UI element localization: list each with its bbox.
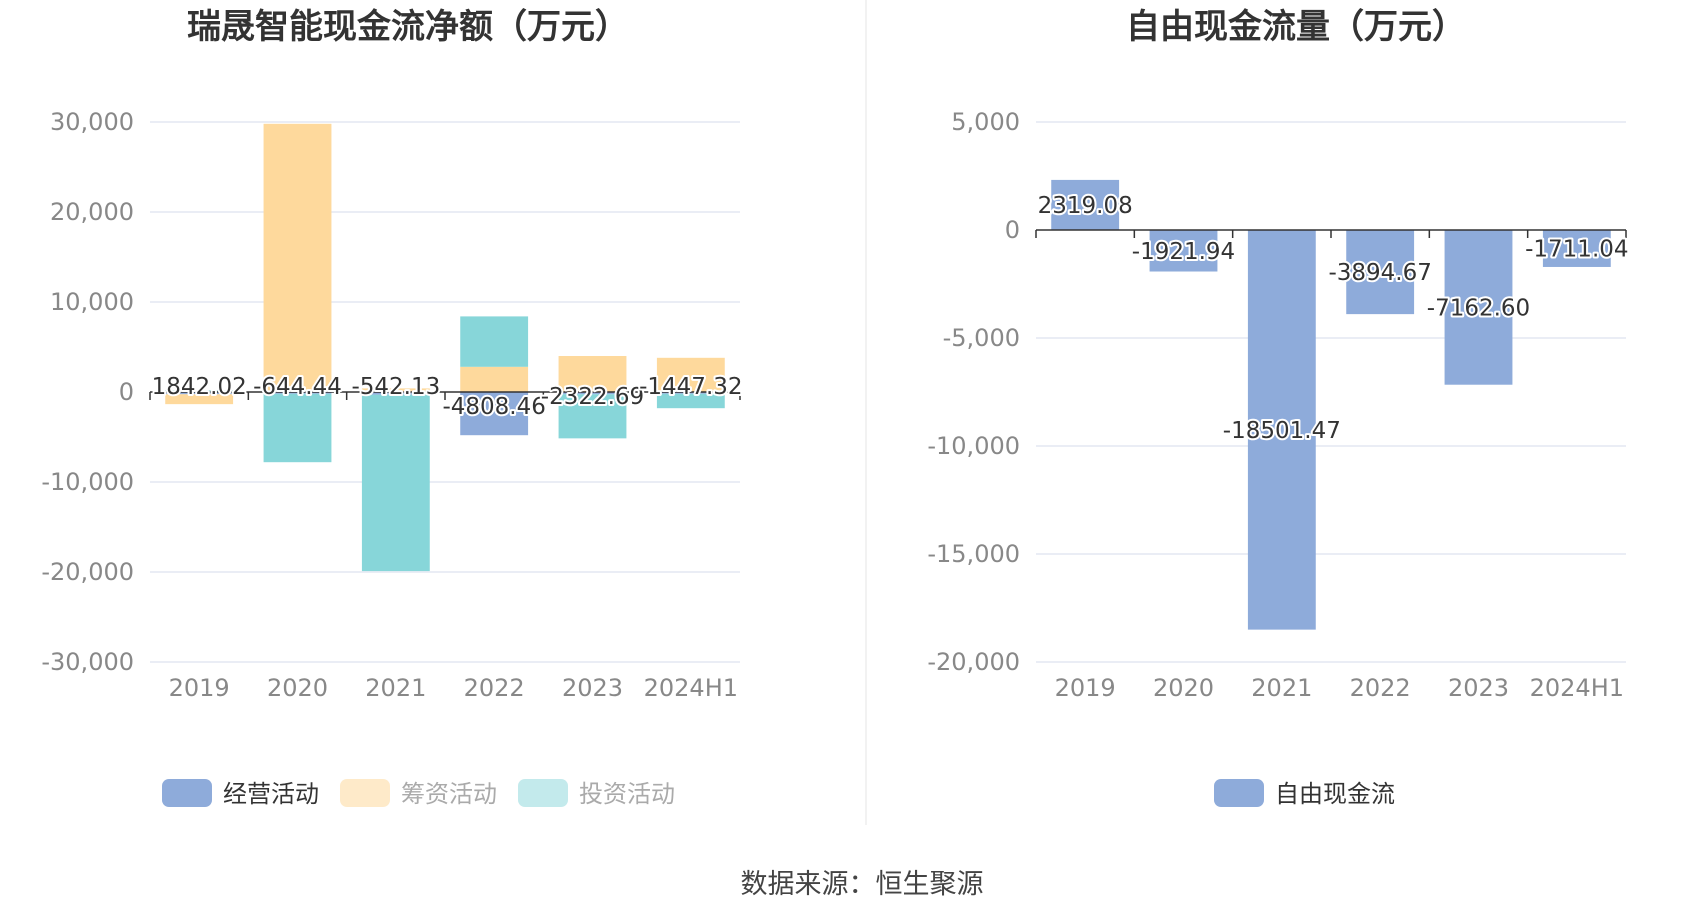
y-tick-label: 0: [1005, 216, 1020, 244]
right-zero-axis: [1035, 229, 1627, 238]
legend-label: 经营活动: [223, 780, 319, 808]
data-source: 数据来源：恒生聚源: [741, 869, 984, 900]
x-tick-label: 2024H1: [644, 674, 738, 702]
y-tick-label: 5,000: [951, 108, 1020, 136]
left-x-axis: 2019 2020 2021 2022 2023 2024H1: [169, 674, 738, 702]
bar-投资活动-2021[interactable]: [361, 394, 430, 572]
data-label: -4808.46: [442, 394, 545, 420]
x-tick-label: 2023: [562, 674, 623, 702]
bar-筹资活动-2020[interactable]: [263, 123, 332, 393]
bar-投资活动-2019[interactable]: [165, 390, 234, 392]
bar-自由现金流-2019[interactable]: [1051, 179, 1120, 230]
bar-自由现金流-2020[interactable]: [1149, 230, 1218, 272]
left-chart-title: 瑞晟智能现金流净额（万元）: [187, 7, 629, 47]
data-label: -1711.04: [1525, 236, 1628, 262]
x-tick-label: 2019: [169, 674, 230, 702]
y-tick-label: -20,000: [41, 558, 134, 586]
right-data-labels: 2319.08 -1921.94 -18501.47 -3894.67 -7162.60…: [1036, 191, 1631, 446]
data-label: -7162.60: [1427, 295, 1530, 321]
y-tick-label: 0: [119, 378, 134, 406]
legend-label: 投资活动: [579, 780, 675, 808]
y-tick-label: -15,000: [927, 540, 1020, 568]
x-tick-label: 2022: [464, 674, 525, 702]
left-bars: [165, 123, 725, 572]
legend-item-自由现金流[interactable]: 自由现金流: [1214, 779, 1395, 808]
x-tick-label: 2020: [267, 674, 328, 702]
legend-item-经营活动[interactable]: 经营活动: [162, 779, 319, 808]
legend-item-筹资活动[interactable]: 筹资活动: [340, 779, 497, 808]
bar-筹资活动-2024H1[interactable]: [656, 357, 725, 392]
bar-自由现金流-2022[interactable]: [1346, 230, 1415, 315]
left-y-axis: 30,000 20,000 10,000 0 -10,000 -20,000 -30,000: [41, 108, 134, 676]
left-chart: 瑞晟智能现金流净额（万元） 30,000 20,000 10,000 0 -10,000…: [41, 7, 745, 808]
right-y-axis: 5,000 0 -5,000 -10,000 -15,000 -20,000: [927, 108, 1020, 676]
legend-swatch: [518, 779, 568, 807]
right-bars: [1051, 179, 1611, 630]
left-legend[interactable]: 经营活动 筹资活动 投资活动: [162, 779, 675, 808]
legend-item-投资活动[interactable]: 投资活动: [518, 779, 675, 808]
bar-筹资活动-2019[interactable]: [165, 394, 234, 405]
data-label: 1842.02: [152, 374, 247, 400]
x-tick-label: 2021: [365, 674, 426, 702]
y-tick-label: -30,000: [41, 648, 134, 676]
bar-经营活动-2021[interactable]: [361, 392, 430, 395]
x-tick-label: 2019: [1055, 674, 1116, 702]
left-zero-axis: [149, 391, 741, 400]
legend-swatch: [340, 779, 390, 807]
right-chart: 自由现金流量（万元） 5,000 0 -5,000 -10,000 -15,000 -20…: [927, 7, 1631, 808]
y-tick-label: 10,000: [50, 288, 134, 316]
x-tick-label: 2020: [1153, 674, 1214, 702]
data-label: 2319.08: [1038, 193, 1133, 219]
legend-label: 自由现金流: [1275, 780, 1395, 808]
bar-筹资活动-2021[interactable]: [361, 388, 430, 392]
y-tick-label: -20,000: [927, 648, 1020, 676]
x-tick-label: 2024H1: [1530, 674, 1624, 702]
right-gridlines: [1036, 121, 1626, 663]
bar-自由现金流-2021[interactable]: [1247, 230, 1316, 630]
left-data-labels: 1842.02 -644.44 -542.13-4808.46-2322.69-14…: [150, 372, 745, 422]
bar-投资活动-2020[interactable]: [263, 393, 332, 463]
data-label: -542.13: [351, 374, 440, 400]
bar-自由现金流-2023[interactable]: [1444, 230, 1513, 385]
x-tick-label: 2022: [1350, 674, 1411, 702]
right-chart-title: 自由现金流量（万元）: [1126, 7, 1466, 47]
bar-筹资活动-2022[interactable]: [460, 366, 529, 392]
right-x-axis: 2019 2020 2021 2022 2023 2024H1: [1055, 674, 1624, 702]
data-label: -644.44: [253, 374, 342, 400]
data-label: -2322.69: [541, 384, 644, 410]
left-gridlines: [150, 121, 740, 663]
bar-经营活动-2020[interactable]: [263, 392, 332, 394]
bar-经营活动-2024H1[interactable]: [656, 392, 725, 394]
y-tick-label: -10,000: [41, 468, 134, 496]
bar-自由现金流-2024H1[interactable]: [1542, 230, 1611, 267]
bar-经营活动-2019[interactable]: [165, 392, 234, 395]
data-label: -18501.47: [1223, 418, 1341, 444]
bar-筹资活动-2023[interactable]: [558, 356, 627, 392]
legend-swatch: [162, 779, 212, 807]
data-label: -1447.32: [639, 374, 742, 400]
legend-swatch: [1214, 779, 1264, 807]
y-tick-label: -10,000: [927, 432, 1020, 460]
bar-投资活动-2024H1[interactable]: [656, 393, 725, 409]
right-legend[interactable]: 自由现金流: [1214, 779, 1395, 808]
y-tick-label: 30,000: [50, 108, 134, 136]
y-tick-label: -5,000: [943, 324, 1020, 352]
y-tick-label: 20,000: [50, 198, 134, 226]
bar-经营活动-2022[interactable]: [460, 392, 529, 436]
data-label: -3894.67: [1328, 260, 1431, 286]
data-label: -1921.94: [1132, 239, 1235, 265]
legend-label: 筹资活动: [401, 780, 497, 808]
bar-经营活动-2023[interactable]: [558, 392, 627, 395]
bar-投资活动-2022[interactable]: [460, 316, 529, 367]
x-tick-label: 2021: [1251, 674, 1312, 702]
bar-投资活动-2023[interactable]: [558, 394, 627, 439]
x-tick-label: 2023: [1448, 674, 1509, 702]
